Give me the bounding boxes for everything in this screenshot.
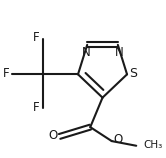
Text: CH₃: CH₃ <box>144 140 163 150</box>
Text: S: S <box>129 67 137 80</box>
Text: F: F <box>33 101 40 114</box>
Text: O: O <box>114 133 123 146</box>
Text: N: N <box>82 46 91 59</box>
Text: F: F <box>33 31 40 44</box>
Text: N: N <box>115 46 124 59</box>
Text: F: F <box>3 67 10 80</box>
Text: O: O <box>49 129 58 142</box>
